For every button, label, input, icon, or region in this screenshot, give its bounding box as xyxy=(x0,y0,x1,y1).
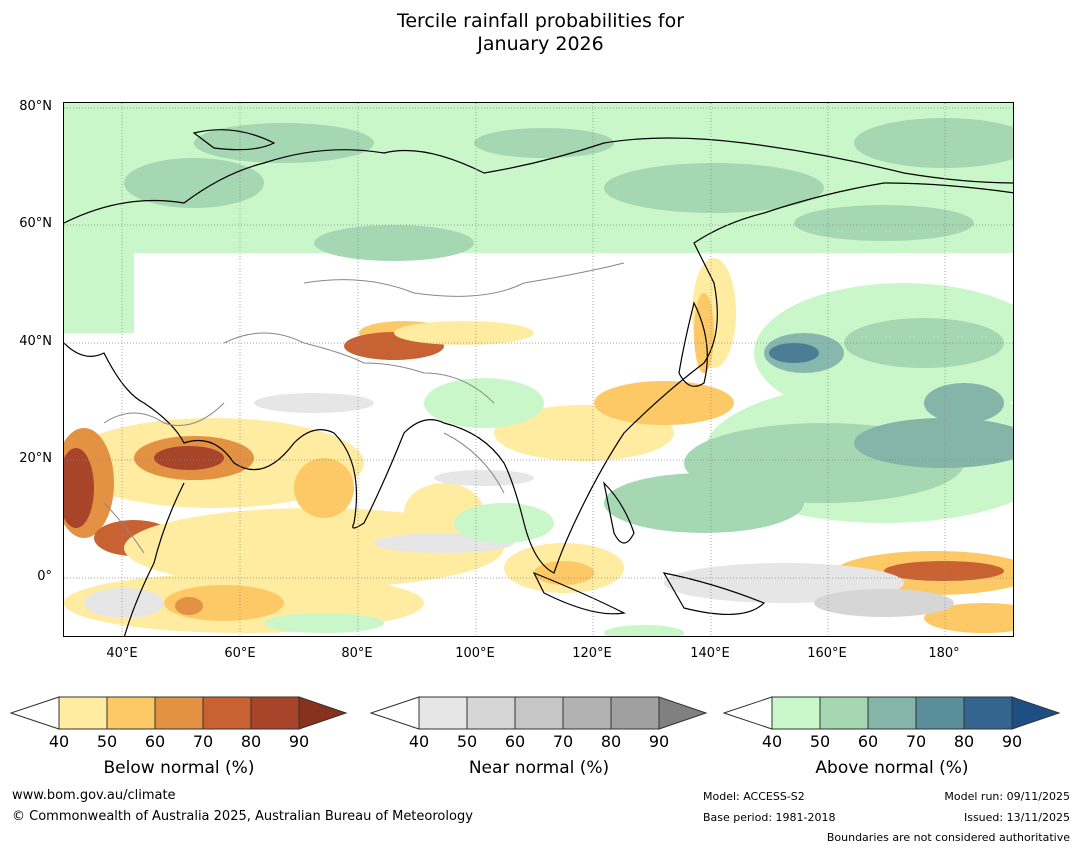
rainfall-probability-map xyxy=(63,102,1014,637)
above-normal-label: Above normal (%) xyxy=(815,758,969,778)
above-normal-swatch-80 xyxy=(963,696,1013,730)
above-tick-50: 50 xyxy=(809,732,831,751)
near-tick-90: 90 xyxy=(648,732,670,751)
boundaries-disclaimer: Boundaries are not considered authoritat… xyxy=(826,831,1070,844)
below-tick-80: 80 xyxy=(240,732,262,751)
lat-label-20n: 20°N xyxy=(19,451,52,466)
near-normal-max-extend xyxy=(658,696,708,730)
issued-date: Issued: 13/11/2025 xyxy=(963,811,1070,824)
lon-label-60e: 60°E xyxy=(224,646,256,661)
near-normal-swatch-40 xyxy=(418,696,468,730)
lat-label-60n: 60°N xyxy=(19,216,52,231)
below-tick-50: 50 xyxy=(96,732,118,751)
title-line-2: January 2026 xyxy=(477,33,604,55)
model-run-date: Model run: 09/11/2025 xyxy=(944,790,1070,803)
above-tick-70: 70 xyxy=(905,732,927,751)
above-normal-areas xyxy=(64,103,1013,636)
near-tick-50: 50 xyxy=(456,732,478,751)
below-normal-swatch-40 xyxy=(58,696,108,730)
below-normal-colorbar xyxy=(10,696,348,730)
near-tick-80: 80 xyxy=(600,732,622,751)
below-normal-swatch-60 xyxy=(154,696,204,730)
above-normal-swatch-70 xyxy=(915,696,965,730)
above-normal-swatch-40 xyxy=(771,696,821,730)
below-tick-90: 90 xyxy=(288,732,310,751)
above-tick-80: 80 xyxy=(953,732,975,751)
near-normal-swatch-50 xyxy=(466,696,516,730)
above-normal-max-extend xyxy=(1011,696,1061,730)
below-normal-min-extend xyxy=(10,696,60,730)
country-borders xyxy=(103,262,625,554)
below-normal-swatch-50 xyxy=(106,696,156,730)
near-normal-swatch-70 xyxy=(562,696,612,730)
above-tick-40: 40 xyxy=(761,732,783,751)
near-normal-min-extend xyxy=(370,696,420,730)
lon-label-180: 180° xyxy=(928,646,960,661)
map-canvas xyxy=(64,103,1013,636)
model-name: Model: ACCESS-S2 xyxy=(703,790,805,803)
lon-label-140e: 140°E xyxy=(690,646,730,661)
near-normal-swatch-80 xyxy=(610,696,660,730)
chart-title: Tercile rainfall probabilities for Janua… xyxy=(0,10,1081,56)
below-normal-swatch-80 xyxy=(250,696,300,730)
lon-label-40e: 40°E xyxy=(106,646,138,661)
title-line-1: Tercile rainfall probabilities for xyxy=(396,10,685,32)
above-tick-90: 90 xyxy=(1001,732,1023,751)
above-normal-swatch-60 xyxy=(867,696,917,730)
copyright-notice: © Commonwealth of Australia 2025, Austra… xyxy=(12,809,473,824)
above-normal-colorbar xyxy=(723,696,1061,730)
near-tick-70: 70 xyxy=(552,732,574,751)
below-normal-swatch-70 xyxy=(202,696,252,730)
below-normal-max-extend xyxy=(298,696,348,730)
lat-label-0: 0° xyxy=(37,569,52,584)
bom-website-link[interactable]: www.bom.gov.au/climate xyxy=(12,788,176,803)
base-period: Base period: 1981-2018 xyxy=(703,811,836,824)
graticule xyxy=(64,103,1013,636)
lat-label-80n: 80°N xyxy=(19,99,52,114)
near-normal-colorbar xyxy=(370,696,708,730)
near-normal-swatch-60 xyxy=(514,696,564,730)
above-tick-60: 60 xyxy=(857,732,879,751)
lon-label-80e: 80°E xyxy=(341,646,373,661)
lon-label-120e: 120°E xyxy=(572,646,612,661)
below-normal-label: Below normal (%) xyxy=(103,758,255,778)
near-normal-label: Near normal (%) xyxy=(468,758,610,778)
lat-label-40n: 40°N xyxy=(19,334,52,349)
above-normal-swatch-50 xyxy=(819,696,869,730)
below-tick-40: 40 xyxy=(48,732,70,751)
near-tick-40: 40 xyxy=(408,732,430,751)
below-tick-60: 60 xyxy=(144,732,166,751)
above-normal-min-extend xyxy=(723,696,773,730)
lon-label-160e: 160°E xyxy=(807,646,847,661)
lon-label-100e: 100°E xyxy=(455,646,495,661)
near-tick-60: 60 xyxy=(504,732,526,751)
coastlines xyxy=(64,129,1013,636)
below-tick-70: 70 xyxy=(192,732,214,751)
